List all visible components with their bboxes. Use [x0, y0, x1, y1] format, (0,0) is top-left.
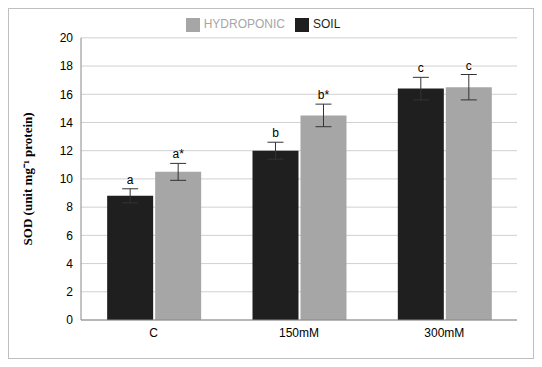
svg-text:0: 0: [66, 313, 73, 327]
svg-text:SOD (unit mg⁻¹ protein): SOD (unit mg⁻¹ protein): [20, 112, 35, 245]
svg-text:8: 8: [66, 200, 73, 214]
svg-text:a*: a*: [172, 147, 184, 161]
svg-text:12: 12: [60, 144, 74, 158]
svg-text:b*: b*: [318, 88, 330, 102]
svg-text:20: 20: [60, 31, 74, 45]
svg-text:300mM: 300mM: [424, 326, 464, 340]
svg-text:b: b: [272, 126, 279, 140]
svg-text:c: c: [466, 59, 472, 73]
svg-text:C: C: [149, 326, 158, 340]
svg-text:150mM: 150mM: [279, 326, 319, 340]
svg-text:6: 6: [66, 229, 73, 243]
svg-text:a: a: [127, 173, 134, 187]
html-text:SOIL: SOIL: [313, 17, 341, 31]
svg-text:2: 2: [66, 285, 73, 299]
svg-text:c: c: [418, 61, 424, 75]
svg-text:16: 16: [60, 88, 74, 102]
svg-text:14: 14: [60, 116, 74, 130]
html-text:HYDROPONIC: HYDROPONIC: [203, 17, 285, 31]
svg-text:10: 10: [60, 172, 74, 186]
svg-text:4: 4: [66, 257, 73, 271]
svg-text:18: 18: [60, 59, 74, 73]
